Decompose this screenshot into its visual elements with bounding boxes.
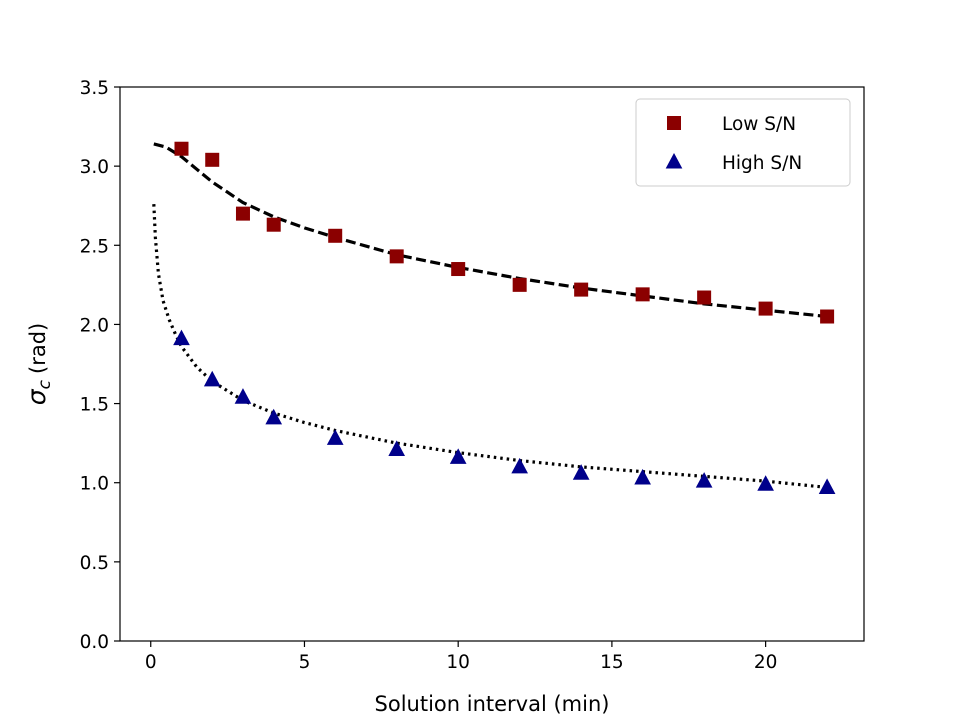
y-tick-label: 1.5 [80, 395, 109, 416]
high-sn-point [695, 472, 713, 488]
high-sn-point [511, 457, 529, 474]
data-markers [173, 141, 836, 494]
high-sn-point [326, 429, 344, 445]
legend-box [635, 98, 851, 187]
y-tick-label: 3.0 [80, 157, 109, 178]
y-tick-label: 2.0 [80, 315, 109, 336]
low-sn-point [820, 309, 835, 324]
plot-frame [119, 86, 865, 642]
y-axis-label-subscript: c [35, 379, 55, 389]
low-sn-point [174, 141, 189, 156]
legend-label: Low S/N [722, 114, 796, 135]
low-sn-point [328, 228, 343, 243]
y-axis-label: σc (rad) [22, 323, 55, 405]
low-sn-point [205, 152, 220, 167]
high-sn-point [572, 464, 590, 480]
high-sn-point [818, 478, 836, 494]
low-sn-point [512, 277, 527, 292]
y-tick-label: 1.0 [80, 474, 109, 495]
high-sn-point [203, 370, 221, 387]
high-sn-point [234, 388, 252, 404]
y-tick-label: 3.5 [80, 78, 109, 99]
low-sn-point [266, 217, 281, 232]
x-tick-label: 5 [299, 652, 311, 673]
low-sn-point [451, 262, 466, 277]
low-sn-point [635, 287, 650, 302]
legend-label: High S/N [722, 153, 802, 174]
high-sn-point [388, 440, 406, 456]
y-tick-label: 0.0 [80, 632, 109, 653]
fit-lines [152, 142, 828, 490]
legend: Low S/N High S/N [635, 98, 851, 187]
y-axis: 0.0 0.5 1.0 1.5 2.0 2.5 3.0 3.5 [80, 78, 120, 653]
high-sn-point [265, 408, 283, 425]
x-axis: 0 5 10 15 20 [145, 641, 778, 673]
low-sn-point [235, 206, 250, 221]
legend-square-icon [667, 116, 681, 130]
low-sn-point [697, 290, 712, 305]
y-axis-label-symbol: σ [22, 388, 51, 405]
x-tick-label: 10 [446, 652, 470, 673]
y-tick-label: 0.5 [80, 553, 109, 574]
x-axis-label: Solution interval (min) [375, 692, 610, 716]
high-sn-point [757, 475, 774, 491]
high-sn-point [634, 468, 651, 485]
legend-triangle-icon [665, 152, 683, 169]
y-tick-label: 2.5 [80, 236, 109, 257]
low-sn-point [389, 249, 404, 264]
high-sn-point [449, 448, 467, 464]
x-tick-label: 15 [600, 652, 624, 673]
high-sn-fit-line [152, 204, 828, 490]
high-sn-point [173, 329, 190, 346]
y-axis-label-unit: (rad) [26, 323, 50, 374]
x-tick-label: 0 [145, 652, 157, 673]
low-sn-point [758, 301, 773, 316]
low-sn-point [574, 282, 589, 297]
x-tick-label: 20 [754, 652, 778, 673]
